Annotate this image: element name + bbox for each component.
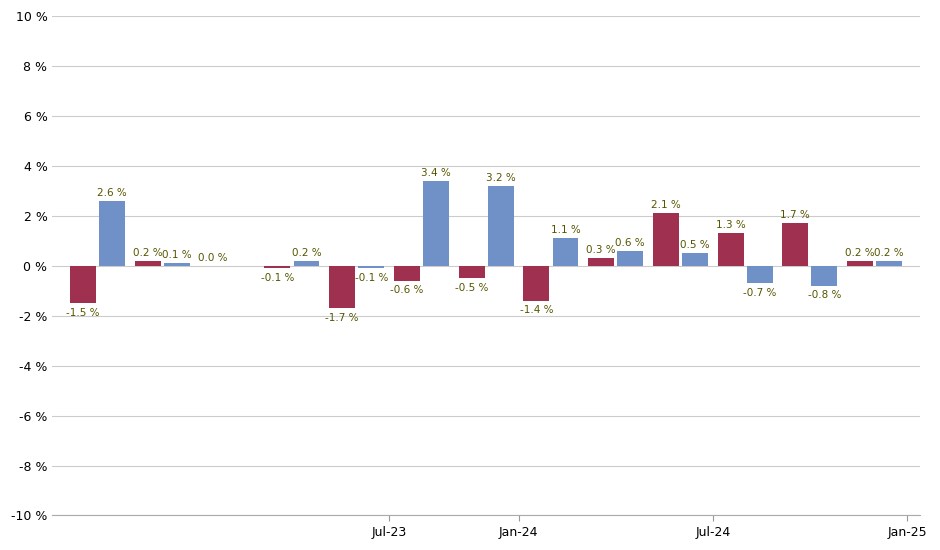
Bar [264,266,290,268]
Text: 0.2 %: 0.2 % [291,248,321,257]
Bar [394,266,420,280]
Bar [358,266,384,268]
Text: 1.7 %: 1.7 % [780,210,810,220]
Text: 0.3 %: 0.3 % [587,245,616,255]
Text: -0.5 %: -0.5 % [455,283,488,293]
Bar [459,266,484,278]
Text: 0.6 %: 0.6 % [616,238,645,248]
Bar [717,233,744,266]
Text: -0.6 %: -0.6 % [390,285,424,295]
Text: 2.6 %: 2.6 % [98,188,127,197]
Text: -1.4 %: -1.4 % [520,305,553,315]
Text: -0.8 %: -0.8 % [807,290,841,300]
Text: 0.5 %: 0.5 % [681,240,710,250]
Bar [588,258,614,266]
Bar [423,181,449,266]
Text: 0.2 %: 0.2 % [874,248,904,257]
Bar [329,266,355,308]
Bar [682,254,708,266]
Bar [70,266,96,303]
Text: -0.1 %: -0.1 % [354,273,388,283]
Bar [618,251,643,266]
Text: -1.7 %: -1.7 % [325,313,359,323]
Text: 2.1 %: 2.1 % [650,200,681,210]
Bar [746,266,773,283]
Bar [164,263,190,266]
Bar [847,261,873,266]
Bar [553,238,578,266]
Text: 3.4 %: 3.4 % [421,168,451,178]
Text: 0.2 %: 0.2 % [845,248,875,257]
Text: 3.2 %: 3.2 % [486,173,516,183]
Bar [100,201,125,266]
Text: -0.1 %: -0.1 % [260,273,294,283]
Text: 1.1 %: 1.1 % [551,225,580,235]
Bar [811,266,838,286]
Bar [524,266,549,301]
Text: 0.2 %: 0.2 % [133,248,163,257]
Text: 0.1 %: 0.1 % [163,250,192,260]
Bar [876,261,902,266]
Text: 0.0 %: 0.0 % [197,252,227,262]
Text: 1.3 %: 1.3 % [715,220,745,230]
Text: -1.5 %: -1.5 % [67,308,100,318]
Bar [488,186,513,266]
Bar [782,223,808,266]
Bar [135,261,161,266]
Bar [653,213,679,266]
Bar [293,261,320,266]
Text: -0.7 %: -0.7 % [743,288,776,298]
